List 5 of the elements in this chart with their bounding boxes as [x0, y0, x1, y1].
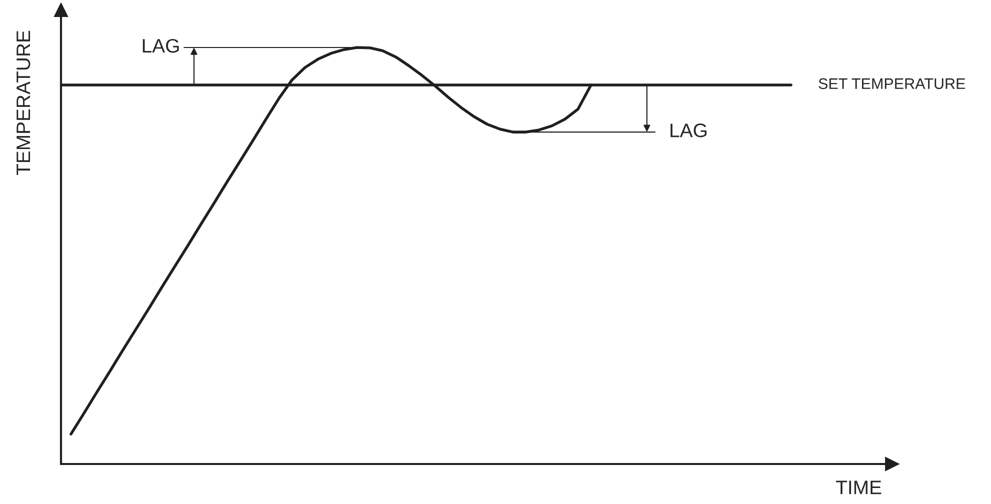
- annotation: LAG: [142, 38, 179, 53]
- text: TIME: [836, 480, 882, 494]
- text: LAG: [670, 124, 706, 138]
- y-axis-title: TEMPERATURE: [16, 30, 30, 176]
- ref-line-label: SET TEMPERATURE: [818, 78, 966, 90]
